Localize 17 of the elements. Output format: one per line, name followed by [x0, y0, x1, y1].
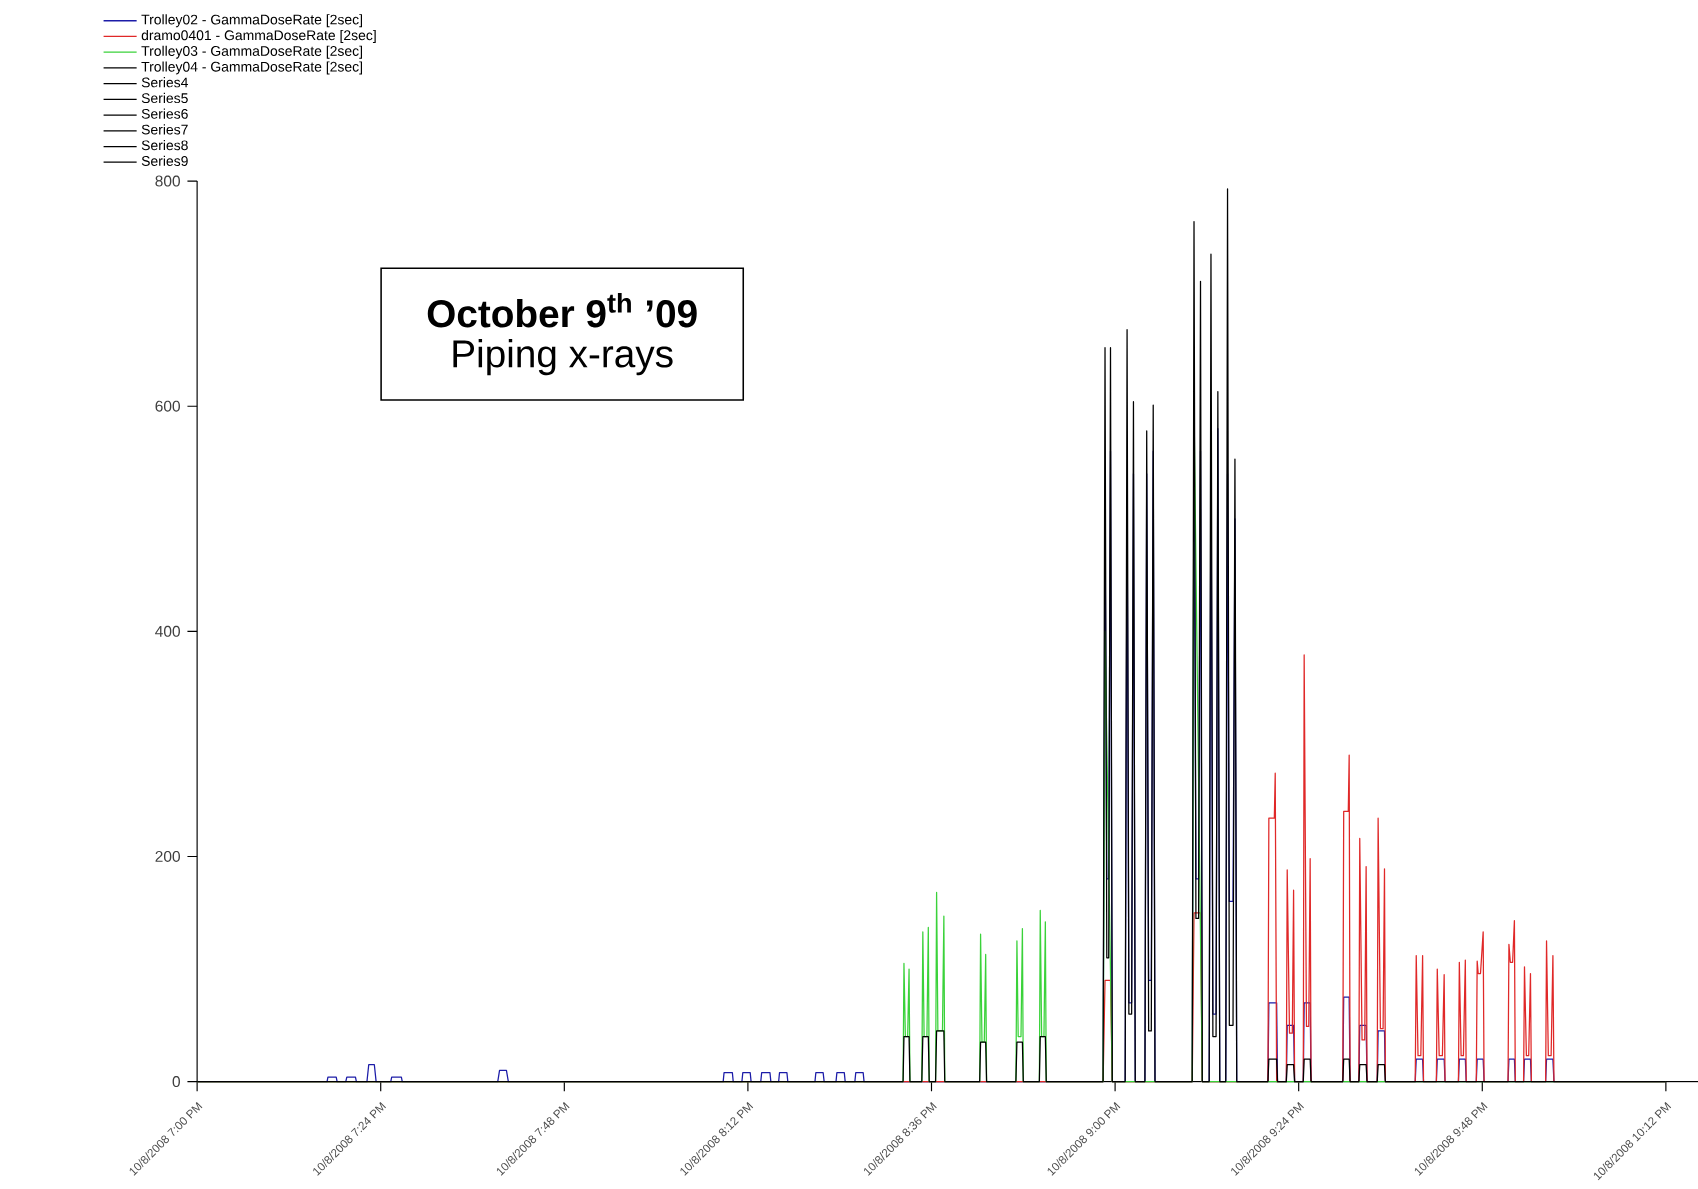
legend-label: Trolley04 - GammaDoseRate [2sec]: [141, 61, 363, 75]
legend-label: Series5: [141, 92, 188, 104]
legend-label: Series6: [141, 108, 188, 119]
legend-label: Trolley03 - GammaDoseRate [2sec]: [141, 45, 363, 59]
text: Piping x-rays: [453, 339, 673, 376]
legend-label: dramo0401 - GammaDoseRate [2sec]: [141, 29, 376, 43]
y-tick-label: 800: [155, 175, 180, 187]
legend-label: Series8: [141, 139, 188, 151]
y-tick-label: 200: [155, 850, 180, 862]
text: October 9$^{th}$ ’09: [427, 292, 697, 328]
y-tick-label: 600: [155, 400, 180, 412]
legend-label: Series9: [141, 155, 188, 166]
y-tick-label: 400: [155, 625, 180, 637]
legend-label: Series4: [141, 77, 189, 88]
legend-label: Trolley02 - GammaDoseRate [2sec]: [141, 14, 363, 28]
legend-label: Series7: [141, 124, 188, 135]
y-tick-label: 0: [172, 1076, 180, 1088]
